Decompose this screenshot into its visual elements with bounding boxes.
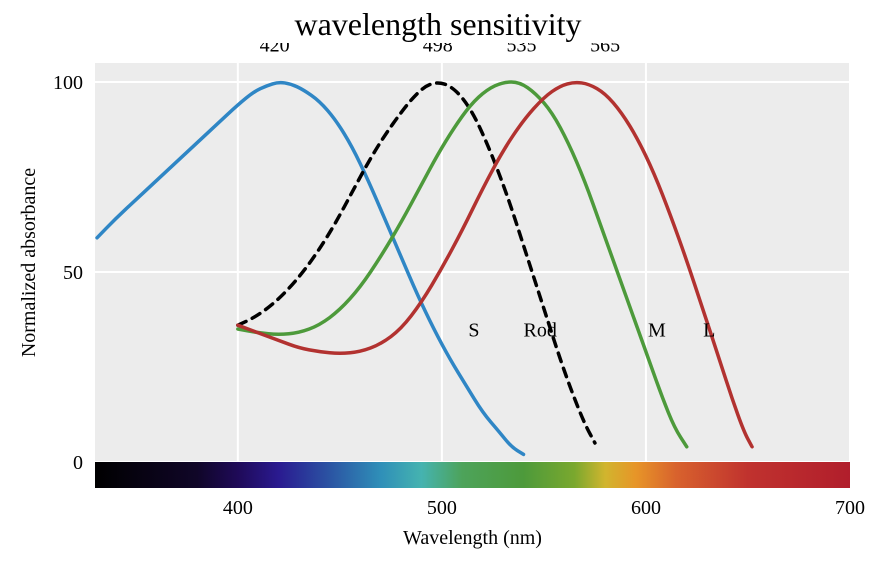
series-label-l: L: [703, 320, 715, 342]
chart-canvas: 420 498 535 565 S Rod M L 400 500 600 700 0 50 100 Wave…: [0, 43, 876, 563]
chart-title: wavelength sensitivity: [0, 0, 876, 43]
x-tick-label: 600: [631, 497, 661, 519]
x-tick-label: 500: [427, 497, 457, 519]
y-tick-label: 100: [53, 72, 83, 94]
wavelength-sensitivity-chart: wavelength sensitivity 420 498 535 565 S Rod M…: [0, 0, 876, 574]
peak-label-rod: 498: [423, 43, 453, 57]
series-label-m: M: [648, 320, 666, 342]
peak-label-l: 565: [590, 43, 620, 57]
x-tick-label: 700: [835, 497, 865, 519]
series-label-s: S: [468, 320, 479, 342]
y-tick-label: 50: [63, 262, 83, 284]
x-tick-label: 400: [223, 497, 253, 519]
peak-label-m: 535: [506, 43, 536, 57]
series-label-rod: Rod: [524, 320, 557, 342]
y-tick-label: 0: [73, 452, 83, 474]
peak-label-s: 420: [260, 43, 290, 57]
x-axis-label: Wavelength (nm): [403, 527, 542, 549]
y-axis-label: Normalized absorbance: [18, 168, 40, 357]
